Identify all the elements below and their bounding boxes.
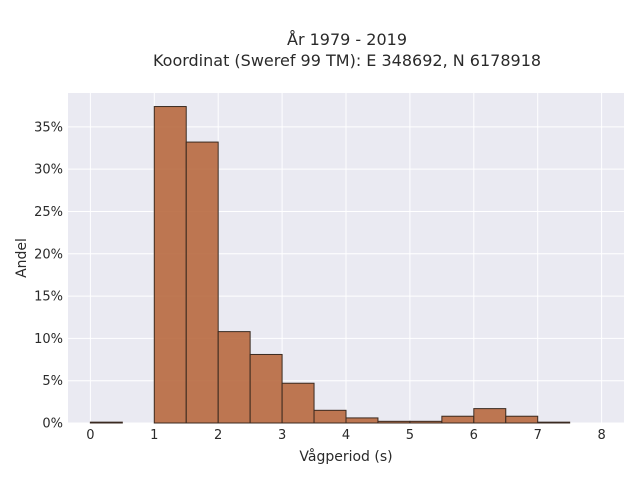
histogram-bar [473, 408, 507, 424]
histogram-bar [537, 421, 571, 424]
histogram-bar [441, 415, 475, 424]
x-axis-label: Vågperiod (s) [299, 448, 392, 465]
histogram-bar [505, 415, 539, 424]
y-tick-label: 20% [34, 247, 63, 262]
x-tick-label: 6 [470, 428, 478, 443]
histogram-bar [345, 417, 379, 424]
histogram-bar [89, 421, 123, 424]
histogram-bar [377, 420, 411, 424]
y-tick-label: 10% [34, 332, 63, 347]
x-tick-label: 3 [278, 428, 286, 443]
y-tick-label: 30% [34, 163, 63, 178]
histogram-bar [249, 353, 283, 424]
histogram-bar [217, 331, 251, 424]
y-tick-label: 15% [34, 290, 63, 305]
histogram-bar [185, 141, 219, 424]
x-tick-label: 1 [150, 428, 158, 443]
histogram-bar [313, 409, 347, 424]
histogram-bar [153, 106, 187, 424]
y-axis-label: Andel [14, 238, 30, 278]
x-tick-label: 4 [342, 428, 350, 443]
histogram-bar [281, 382, 315, 424]
x-tick-label: 7 [534, 428, 542, 443]
y-tick-label: 35% [34, 120, 63, 135]
x-tick-label: 2 [214, 428, 222, 443]
y-tick-label: 0% [42, 417, 63, 432]
y-tick-label: 5% [42, 374, 63, 389]
x-tick-label: 8 [597, 428, 605, 443]
y-ticks: 0% 5% 10% 15% 20% 25% 30% 35% [34, 120, 63, 431]
chart-title-line1: År 1979 - 2019 [287, 30, 407, 49]
x-tick-label: 0 [86, 428, 94, 443]
histogram-bar [409, 420, 443, 424]
chart-title-line2: Koordinat (Sweref 99 TM): E 348692, N 61… [153, 51, 541, 70]
bars [89, 106, 571, 424]
x-tick-label: 5 [406, 428, 414, 443]
y-tick-label: 25% [34, 205, 63, 220]
x-ticks: 0 1 2 3 4 5 6 7 8 [86, 428, 606, 443]
